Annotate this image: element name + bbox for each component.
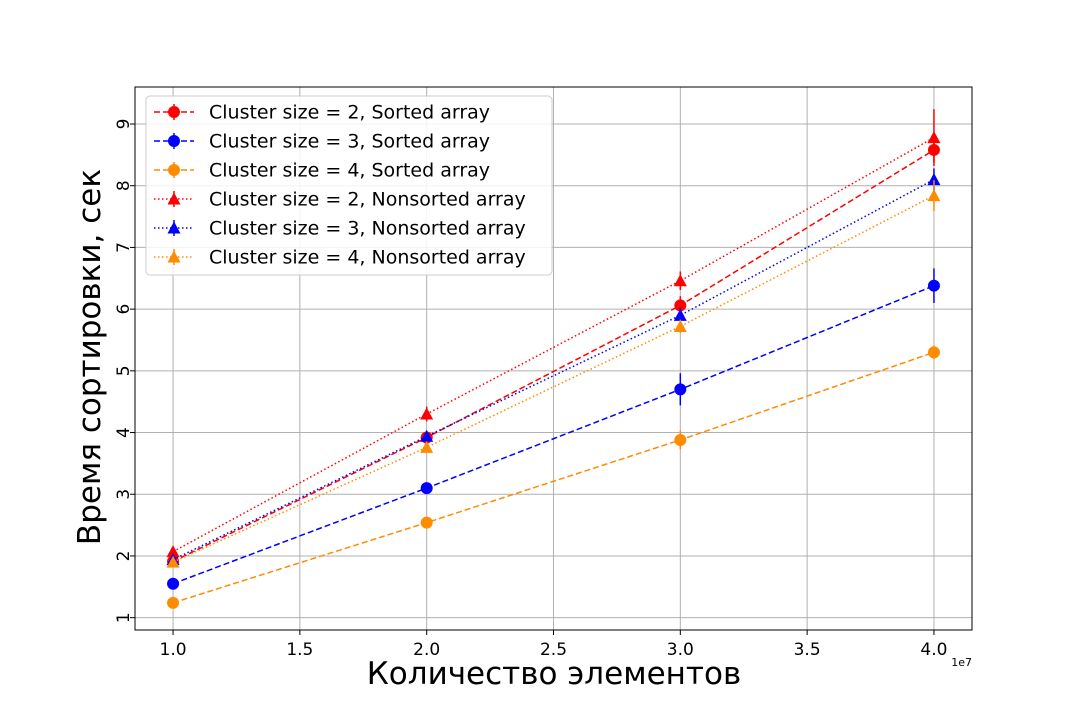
series-line (172, 149, 935, 563)
y-tick-label: 3 (114, 489, 134, 500)
series-4 (166, 109, 941, 558)
series-layer (166, 109, 941, 609)
x-tick-label: 1.5 (286, 640, 313, 660)
legend-marker (167, 221, 181, 234)
data-point (420, 516, 433, 529)
legend-item: Cluster size = 2, Sorted array (154, 102, 490, 124)
data-point (674, 299, 687, 312)
x-axis-label: Количество элементов (367, 656, 741, 692)
y-tick-label: 5 (114, 365, 134, 376)
data-point (167, 596, 180, 609)
data-point (927, 131, 941, 144)
legend-label: Cluster size = 3, Nonsorted array (209, 218, 526, 240)
y-tick-label: 9 (114, 119, 134, 130)
grid (135, 87, 972, 630)
legend-label: Cluster size = 4, Nonsorted array (209, 247, 526, 269)
series-3 (167, 345, 940, 609)
legend-item: Cluster size = 4, Nonsorted array (154, 247, 526, 269)
legend: Cluster size = 2, Sorted array Cluster si… (145, 95, 553, 276)
series-line (172, 136, 935, 553)
x-tick-label: 1.0 (160, 640, 187, 660)
y-axis-label: Время сортировки, сек (72, 169, 108, 545)
legend-item: Cluster size = 3, Nonsorted array (154, 218, 526, 240)
series-line (172, 178, 935, 561)
data-point (420, 407, 434, 420)
data-point (167, 577, 180, 590)
data-point (673, 308, 687, 321)
legend-item: Cluster size = 3, Sorted array (154, 131, 490, 153)
x-axis-offset-label: 1e7 (951, 656, 972, 669)
legend-marker (168, 106, 180, 118)
data-point (673, 319, 687, 332)
legend-label: Cluster size = 2, Nonsorted array (209, 189, 526, 211)
data-point (673, 274, 687, 287)
legend-item: Cluster size = 4, Sorted array (154, 160, 490, 182)
legend-marker (168, 135, 180, 147)
legend-marker (168, 164, 180, 176)
data-point (674, 383, 687, 396)
y-tick-label: 6 (114, 304, 134, 315)
x-tick-label: 2.5 (540, 640, 567, 660)
legend-marker (167, 192, 181, 205)
x-tick-label: 2.0 (413, 640, 440, 660)
data-point (927, 189, 941, 202)
data-point (166, 555, 180, 568)
data-point (420, 440, 434, 453)
y-tick-label: 4 (114, 427, 134, 438)
series-line (172, 284, 935, 585)
data-point (927, 346, 940, 359)
legend-box (145, 95, 553, 276)
ticks: 1.0 1.5 2.0 2.5 3.0 3.5 4.0 1 2 3 4 5 6 7 8 9 (114, 119, 948, 660)
series-line (172, 351, 935, 604)
data-point (674, 433, 687, 446)
y-tick-label: 2 (114, 551, 134, 562)
legend-marker (167, 250, 181, 263)
data-point (166, 545, 180, 558)
legend-label: Cluster size = 2, Sorted array (209, 102, 490, 124)
y-tick-label: 1 (114, 612, 134, 623)
data-point (420, 429, 434, 442)
data-point (927, 279, 940, 292)
legend-label: Cluster size = 4, Sorted array (209, 160, 490, 182)
series-2 (167, 268, 940, 590)
legend-item: Cluster size = 2, Nonsorted array (154, 189, 526, 211)
y-tick-label: 8 (114, 180, 134, 191)
data-point (420, 482, 433, 495)
data-point (927, 173, 941, 186)
x-tick-label: 4.0 (920, 640, 947, 660)
x-tick-label: 3.0 (667, 640, 694, 660)
series-6 (166, 180, 941, 568)
legend-label: Cluster size = 3, Sorted array (209, 131, 490, 153)
y-tick-label: 7 (114, 242, 134, 253)
x-tick-label: 3.5 (794, 640, 821, 660)
